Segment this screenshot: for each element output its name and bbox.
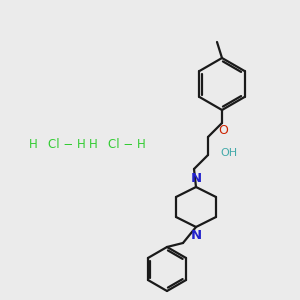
- Text: H: H: [29, 139, 38, 152]
- Text: N: N: [190, 172, 202, 185]
- Text: O: O: [218, 124, 228, 137]
- Text: Cl − H: Cl − H: [108, 139, 146, 152]
- Text: OH: OH: [220, 148, 237, 158]
- Text: Cl − H: Cl − H: [48, 139, 86, 152]
- Text: N: N: [190, 229, 202, 242]
- Text: H: H: [89, 139, 98, 152]
